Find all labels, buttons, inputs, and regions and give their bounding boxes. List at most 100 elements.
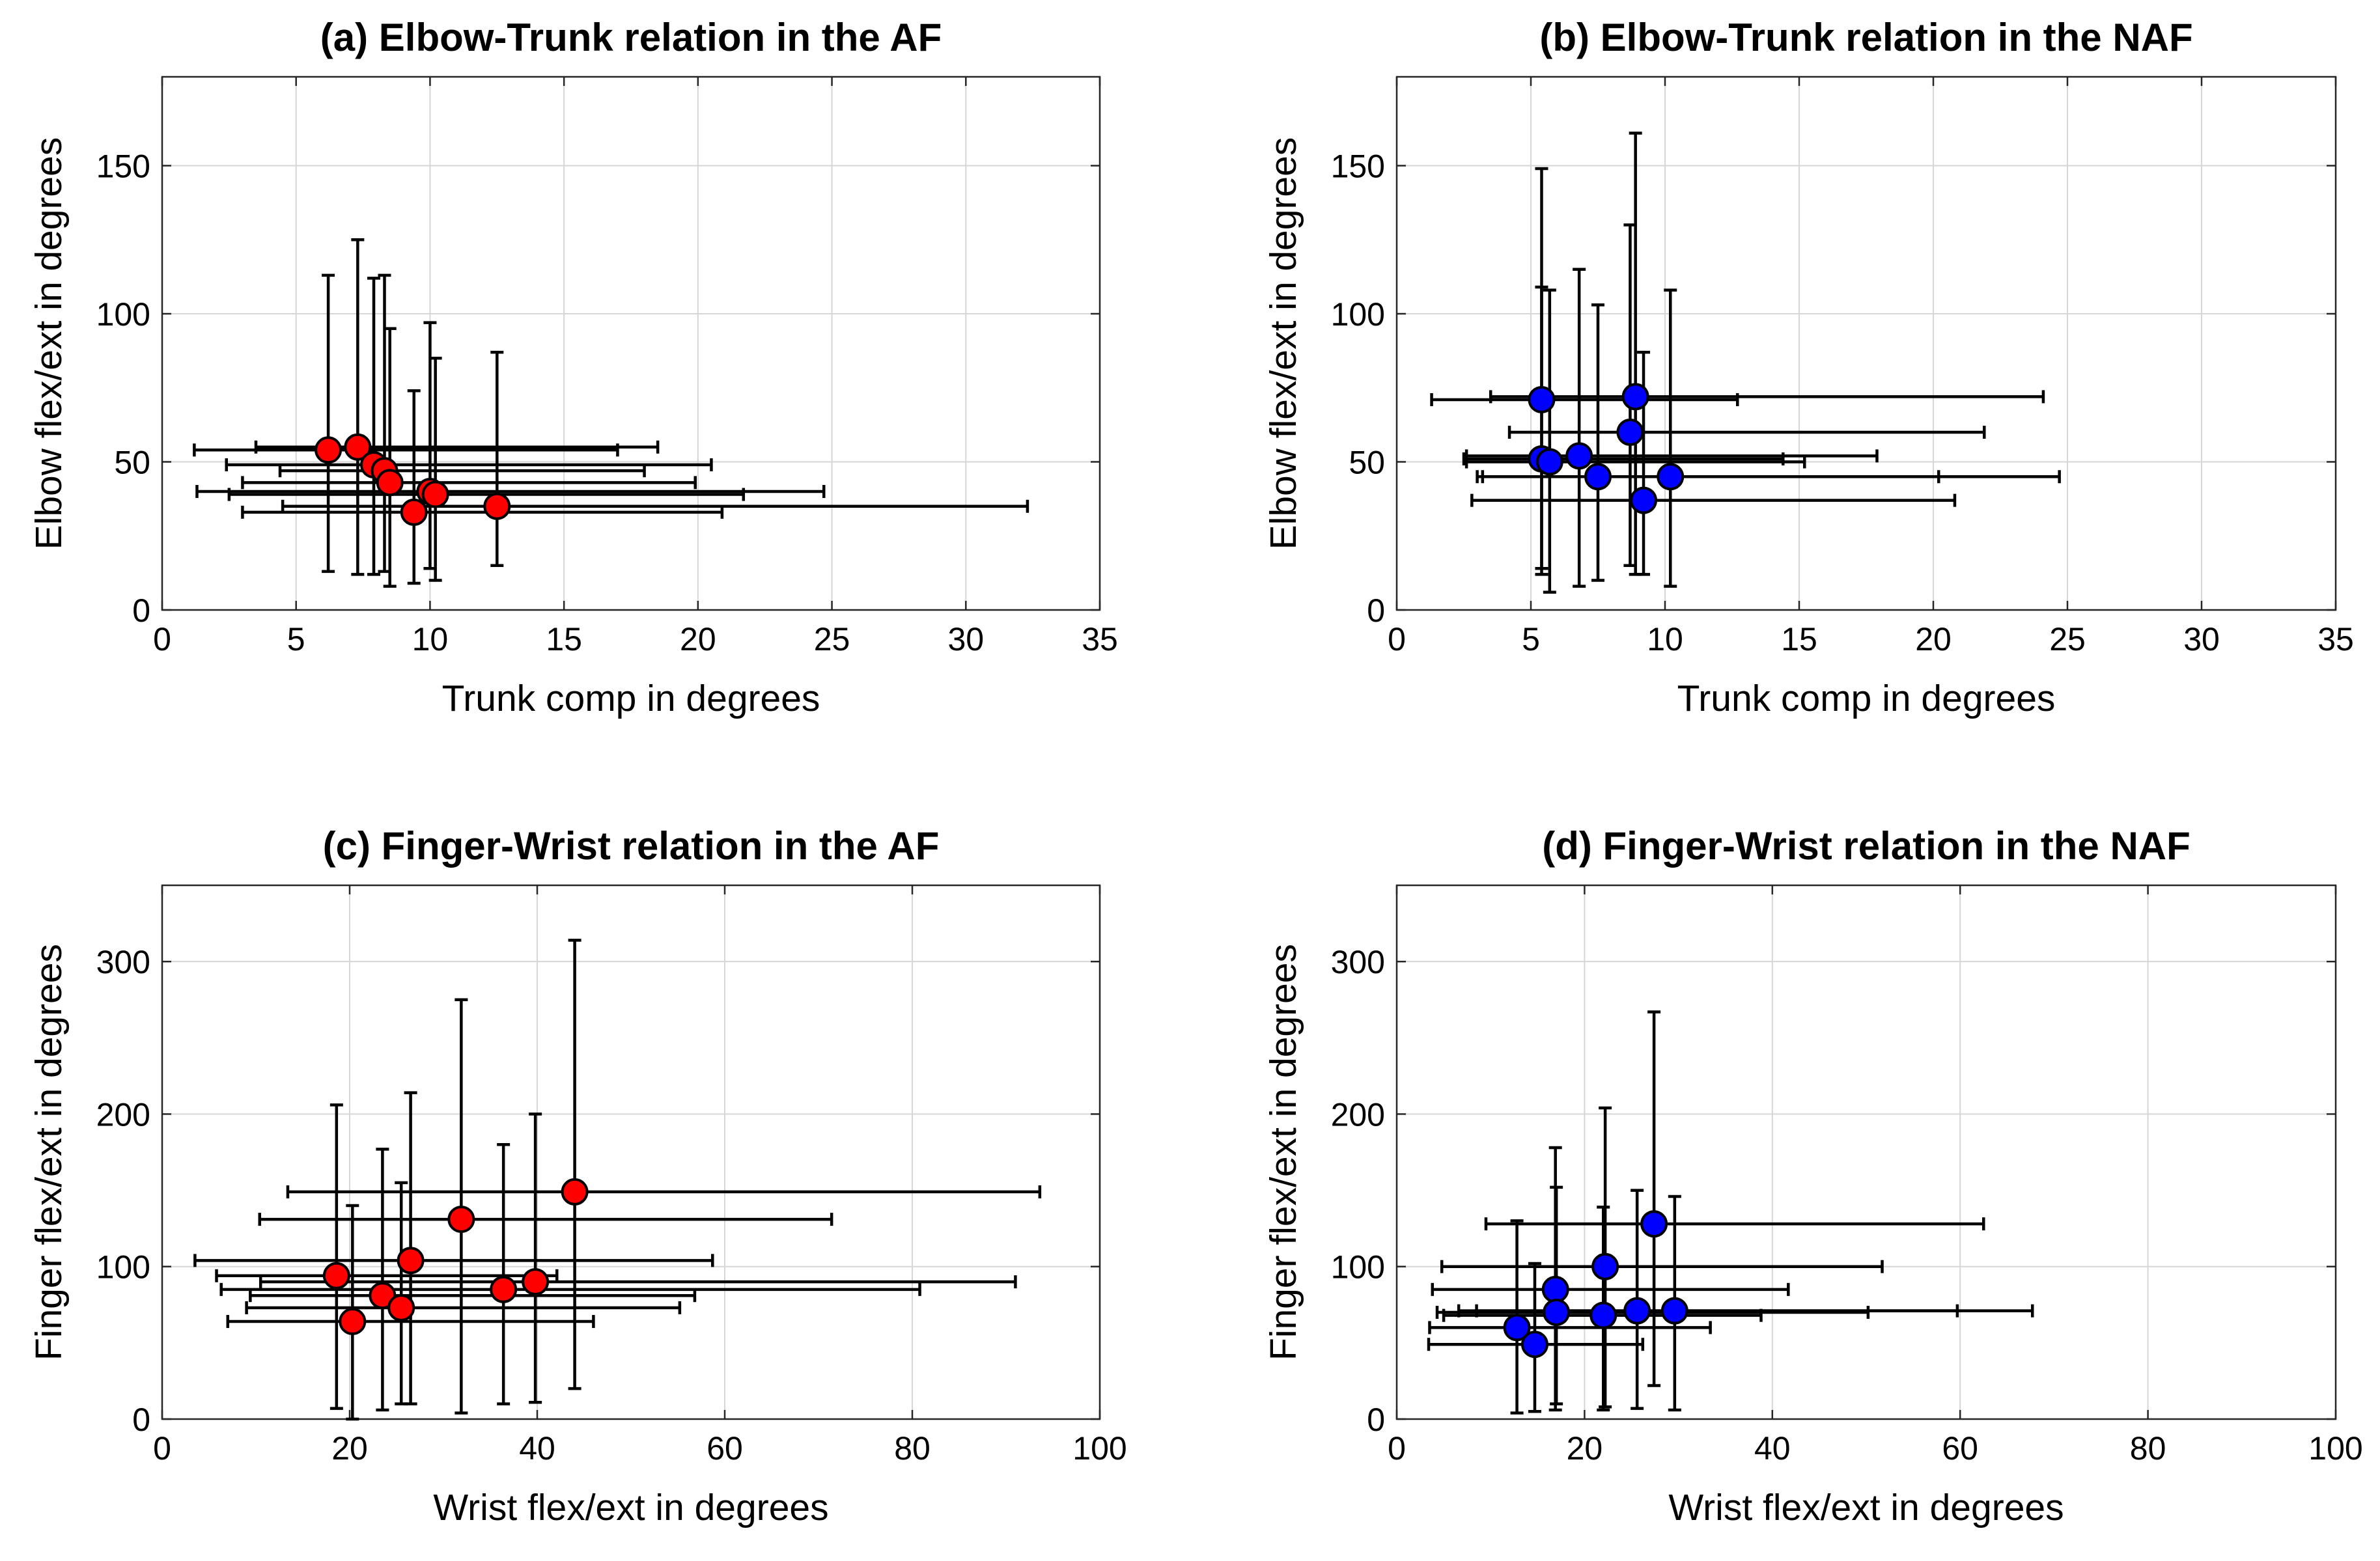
axes-box bbox=[1395, 884, 2337, 1420]
x-tick-label: 20 bbox=[331, 1430, 368, 1467]
x-tick-label: 15 bbox=[1781, 621, 1817, 657]
x-tick-label: 80 bbox=[894, 1430, 931, 1467]
data-point bbox=[447, 1206, 475, 1234]
data-point bbox=[1535, 448, 1563, 476]
data-point bbox=[1543, 1299, 1571, 1326]
x-tick-label: 80 bbox=[2130, 1430, 2166, 1467]
chart-panel-c: 0 20 40 60 80 100 0 100 200 300 (c) Finger-Wrist r… bbox=[28, 824, 1127, 1528]
data-point bbox=[1623, 1297, 1651, 1325]
data-point bbox=[315, 436, 343, 464]
x-tick-label: 25 bbox=[814, 621, 850, 657]
x-tick-label: 0 bbox=[153, 1430, 171, 1467]
x-tick-label: 20 bbox=[1567, 1430, 1603, 1467]
y-tick-label: 150 bbox=[96, 148, 150, 185]
data-point bbox=[387, 1293, 415, 1321]
y-tick-label: 200 bbox=[96, 1096, 150, 1133]
y-tick-label: 100 bbox=[96, 296, 150, 333]
x-tick-label: 10 bbox=[1647, 621, 1683, 657]
plot-area bbox=[162, 885, 1100, 1419]
x-axis-label: Wrist flex/ext in degrees bbox=[433, 1487, 828, 1528]
y-tick-label: 0 bbox=[1367, 592, 1385, 629]
data-point bbox=[1584, 463, 1612, 491]
x-tick-label: 60 bbox=[1942, 1430, 1978, 1467]
y-tick-label: 50 bbox=[114, 445, 150, 481]
y-tick-label: 100 bbox=[96, 1249, 150, 1286]
data-point bbox=[1503, 1314, 1531, 1342]
y-tick-label: 150 bbox=[1331, 148, 1385, 185]
chart-title: (d) Finger-Wrist relation in the NAF bbox=[1542, 824, 2191, 868]
data-point bbox=[1589, 1301, 1617, 1329]
x-axis-label: Trunk comp in degrees bbox=[442, 678, 820, 719]
data-point bbox=[344, 433, 372, 461]
plot-area bbox=[1397, 77, 2336, 610]
data-point bbox=[490, 1275, 518, 1303]
chart-title: (c) Finger-Wrist relation in the AF bbox=[323, 824, 940, 868]
x-tick-label: 5 bbox=[287, 621, 305, 657]
axes-box bbox=[161, 884, 1101, 1420]
data-point bbox=[1616, 419, 1644, 446]
y-tick-label: 0 bbox=[132, 592, 150, 629]
plot-area bbox=[1397, 885, 2336, 1419]
y-axis-label: Finger flex/ext in degrees bbox=[28, 944, 70, 1361]
plot-area bbox=[162, 77, 1100, 610]
x-tick-label: 100 bbox=[2308, 1430, 2362, 1467]
x-tick-label: 10 bbox=[412, 621, 449, 657]
data-point bbox=[369, 1282, 397, 1310]
y-tick-label: 300 bbox=[1331, 944, 1385, 980]
data-point bbox=[1657, 463, 1685, 491]
chart-panel-d: 0 20 40 60 80 100 0 100 200 300 (d) Finger-Wrist r… bbox=[1263, 824, 2363, 1528]
x-tick-label: 35 bbox=[2317, 621, 2354, 657]
data-point bbox=[322, 1262, 350, 1290]
y-tick-label: 100 bbox=[1331, 296, 1385, 333]
x-tick-label: 25 bbox=[2049, 621, 2086, 657]
data-point bbox=[421, 480, 449, 508]
y-axis-label: Finger flex/ext in degrees bbox=[1263, 944, 1304, 1361]
x-axis-label: Wrist flex/ext in degrees bbox=[1668, 1487, 2064, 1528]
data-point bbox=[339, 1308, 367, 1336]
data-point bbox=[1640, 1210, 1668, 1238]
data-point bbox=[1528, 385, 1556, 413]
y-tick-label: 200 bbox=[1331, 1096, 1385, 1133]
chart-title: (a) Elbow-Trunk relation in the AF bbox=[320, 16, 942, 59]
y-tick-label: 0 bbox=[1367, 1402, 1385, 1438]
y-tick-label: 50 bbox=[1349, 445, 1385, 481]
x-axis-label: Trunk comp in degrees bbox=[1677, 678, 2056, 719]
data-point bbox=[561, 1178, 589, 1206]
chart-panel-a: 0 5 10 15 20 25 30 35 0 50 100 150 (a) Elbow-Trunk r… bbox=[28, 16, 1118, 719]
x-tick-label: 0 bbox=[1388, 621, 1406, 657]
data-point bbox=[1565, 442, 1593, 470]
data-point bbox=[1630, 486, 1658, 514]
axes-box bbox=[1395, 76, 2337, 611]
data-point bbox=[1591, 1252, 1619, 1280]
y-tick-label: 0 bbox=[132, 1402, 150, 1438]
y-axis-label: Elbow flex/ext in degrees bbox=[28, 137, 70, 550]
x-tick-label: 0 bbox=[1388, 1430, 1406, 1467]
data-point bbox=[376, 469, 404, 497]
data-point bbox=[1621, 383, 1649, 411]
chart-panel-b: 0 5 10 15 20 25 30 35 0 50 100 150 (b) Elbow-Trunk r… bbox=[1263, 16, 2354, 719]
x-tick-label: 20 bbox=[680, 621, 716, 657]
x-tick-label: 20 bbox=[1915, 621, 1952, 657]
data-point bbox=[1541, 1275, 1569, 1303]
y-axis-label: Elbow flex/ext in degrees bbox=[1263, 137, 1304, 550]
data-point bbox=[522, 1268, 550, 1296]
x-tick-label: 0 bbox=[153, 621, 171, 657]
x-tick-label: 15 bbox=[546, 621, 582, 657]
axes-box bbox=[161, 76, 1101, 611]
y-tick-label: 300 bbox=[96, 944, 150, 980]
data-point bbox=[397, 1247, 425, 1275]
y-tick-label: 100 bbox=[1331, 1249, 1385, 1286]
data-point bbox=[1520, 1331, 1548, 1359]
x-tick-label: 35 bbox=[1082, 621, 1118, 657]
x-tick-label: 40 bbox=[1754, 1430, 1791, 1467]
x-tick-label: 30 bbox=[947, 621, 984, 657]
x-tick-label: 60 bbox=[707, 1430, 743, 1467]
x-tick-label: 40 bbox=[519, 1430, 555, 1467]
x-tick-label: 30 bbox=[2183, 621, 2220, 657]
chart-title: (b) Elbow-Trunk relation in the NAF bbox=[1539, 16, 2192, 59]
x-tick-label: 5 bbox=[1522, 621, 1540, 657]
data-point bbox=[400, 498, 428, 526]
data-point bbox=[483, 492, 511, 520]
x-tick-label: 100 bbox=[1072, 1430, 1127, 1467]
